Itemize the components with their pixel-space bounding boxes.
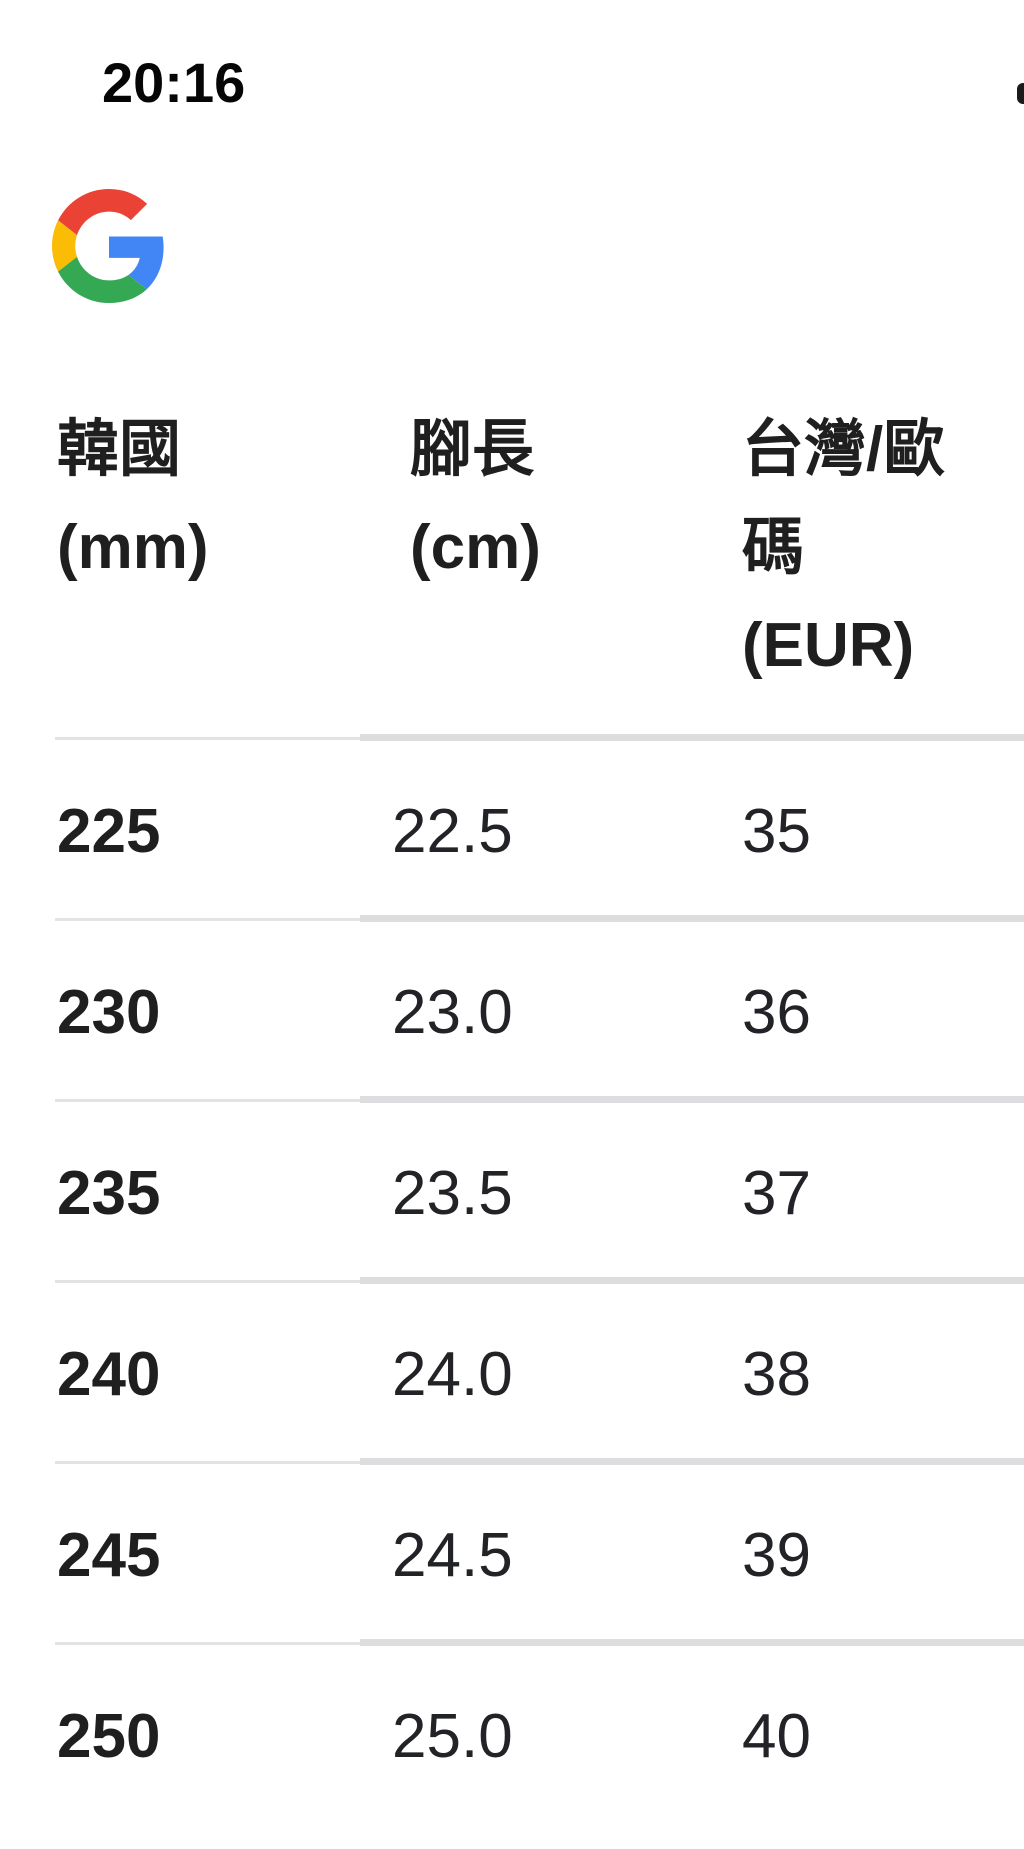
cell-korea-mm: 225 [57,796,161,866]
table-row: 235 23.5 37 [0,1103,1024,1284]
separator-right-segment [360,734,1024,741]
header-cell-korea-mm: 韓國 (mm) [0,401,360,741]
table-row: 225 22.5 35 [0,741,1024,922]
google-g-icon [52,189,164,303]
cell-korea-mm: 235 [57,1158,161,1228]
cell-footlength-cm: 24.5 [392,1520,513,1590]
separator-right-segment [360,1458,1024,1465]
cell-eur-size: 40 [742,1701,811,1771]
cell-eur-size: 35 [742,796,811,866]
table-row: 245 24.5 39 [0,1465,1024,1646]
separator-left-segment [55,737,360,740]
cell-footlength-cm: 22.5 [392,796,513,866]
cell-eur-size: 36 [742,977,811,1047]
cell-eur-size: 37 [742,1158,811,1228]
cell-footlength-cm: 25.0 [392,1701,513,1771]
cell-eur-size: 39 [742,1520,811,1590]
header-line: (cm) [410,513,541,582]
table-header-row: 韓國 (mm) 腳長 (cm) 台灣/歐 碼 (EUR) [0,401,1024,741]
separator-left-segment [55,1280,360,1283]
cell-korea-mm: 250 [57,1701,161,1771]
header-cell-footlength-cm: 腳長 (cm) [360,401,712,741]
header-cell-taiwan-eur: 台灣/歐 碼 (EUR) [712,401,1024,741]
separator-right-segment [360,915,1024,922]
separator-right-segment [360,1277,1024,1284]
header-line: (mm) [57,513,209,582]
status-bar-cutoff-icon [1017,83,1024,104]
cell-korea-mm: 230 [57,977,161,1047]
header-line: 韓國 [57,415,182,484]
separator-left-segment [55,1642,360,1645]
separator-left-segment [55,1461,360,1464]
cell-korea-mm: 245 [57,1520,161,1590]
cell-eur-size: 38 [742,1339,811,1409]
separator-right-segment [360,1096,1024,1103]
header-line: 腳長 [410,415,535,484]
separator-left-segment [55,1099,360,1102]
table-row: 240 24.0 38 [0,1284,1024,1465]
cell-korea-mm: 240 [57,1339,161,1409]
table-row: 250 25.0 40 [0,1646,1024,1827]
google-g-logo[interactable] [52,188,166,304]
status-bar-time: 20:16 [102,51,246,114]
shoe-size-table[interactable]: 韓國 (mm) 腳長 (cm) 台灣/歐 碼 (EUR) 225 22.5 35… [0,401,1024,1827]
cell-footlength-cm: 23.5 [392,1158,513,1228]
header-line: 台灣/歐 [742,415,946,484]
cell-footlength-cm: 23.0 [392,977,513,1047]
separator-right-segment [360,1639,1024,1646]
separator-left-segment [55,918,360,921]
cell-footlength-cm: 24.0 [392,1339,513,1409]
header-line: 碼 [742,513,805,582]
table-row: 230 23.0 36 [0,922,1024,1103]
header-line: (EUR) [742,611,915,680]
